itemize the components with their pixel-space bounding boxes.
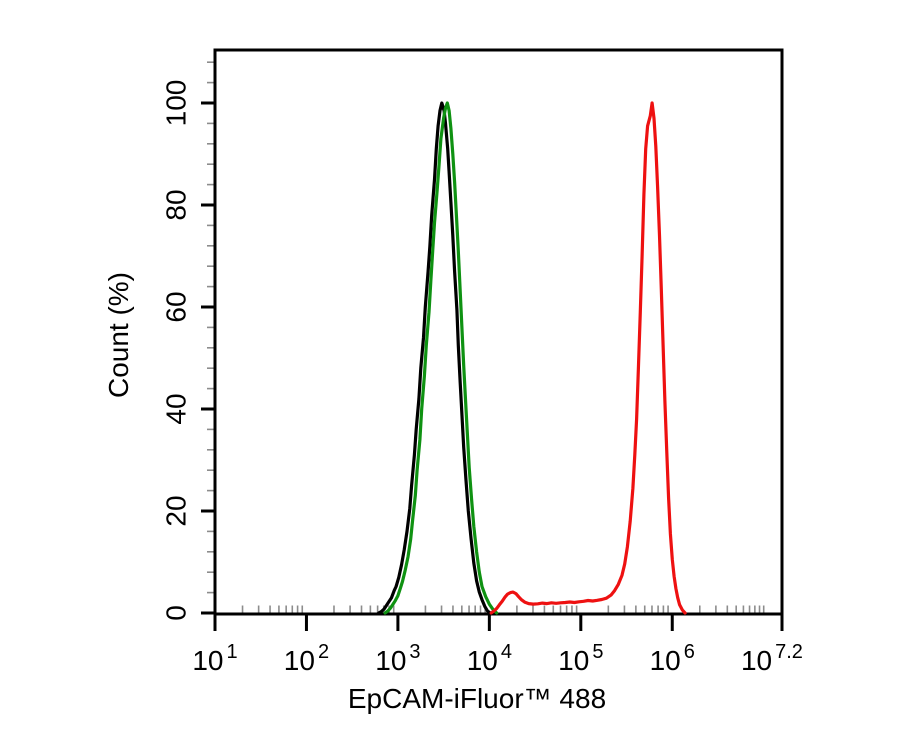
minor-ticks [207, 61, 765, 613]
curve-red-curve [489, 101, 687, 615]
x-axis-title: EpCAM-iFluor™ 488 [348, 683, 606, 714]
x-tick-label-3: 10 3 [375, 641, 420, 676]
x-tick-label-2: 10 2 [284, 641, 329, 676]
x-tick-label-5: 10 5 [558, 641, 603, 676]
curve-black-curve [377, 101, 492, 615]
y-axis-title: Count (%) [103, 272, 134, 398]
y-tick-label-40: 40 [161, 393, 192, 424]
y-tick-label-100: 100 [161, 80, 192, 127]
histogram-curves [377, 101, 687, 615]
y-tick-label-20: 20 [161, 495, 192, 526]
x-tick-label-7.2: 10 7.2 [741, 641, 803, 676]
x-tick-label-4: 10 4 [467, 641, 512, 676]
y-tick-label-0: 0 [161, 605, 192, 621]
y-axis-tick-labels: 0 20 40 60 80 100 [161, 80, 192, 621]
curve-green-curve [383, 101, 499, 615]
x-tick-label-1: 10 1 [192, 641, 237, 676]
major-ticks [201, 101, 784, 631]
x-axis-tick-labels: 10 1 10 2 10 3 10 4 10 5 10 6 10 7.2 [192, 641, 803, 676]
plot-frame [213, 48, 784, 616]
y-tick-label-80: 80 [161, 189, 192, 220]
y-tick-label-60: 60 [161, 291, 192, 322]
x-tick-label-6: 10 6 [650, 641, 695, 676]
